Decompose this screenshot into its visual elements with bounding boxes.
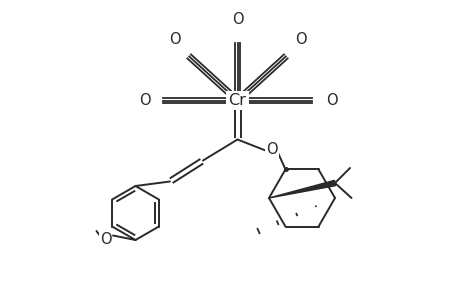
Polygon shape [269, 180, 335, 198]
Text: O: O [231, 12, 243, 27]
Text: O: O [325, 93, 337, 108]
Text: O: O [294, 32, 306, 46]
Text: O: O [100, 232, 111, 247]
Text: Cr: Cr [228, 93, 246, 108]
Text: O: O [266, 142, 277, 158]
Text: O: O [168, 32, 180, 46]
Text: O: O [138, 93, 150, 108]
